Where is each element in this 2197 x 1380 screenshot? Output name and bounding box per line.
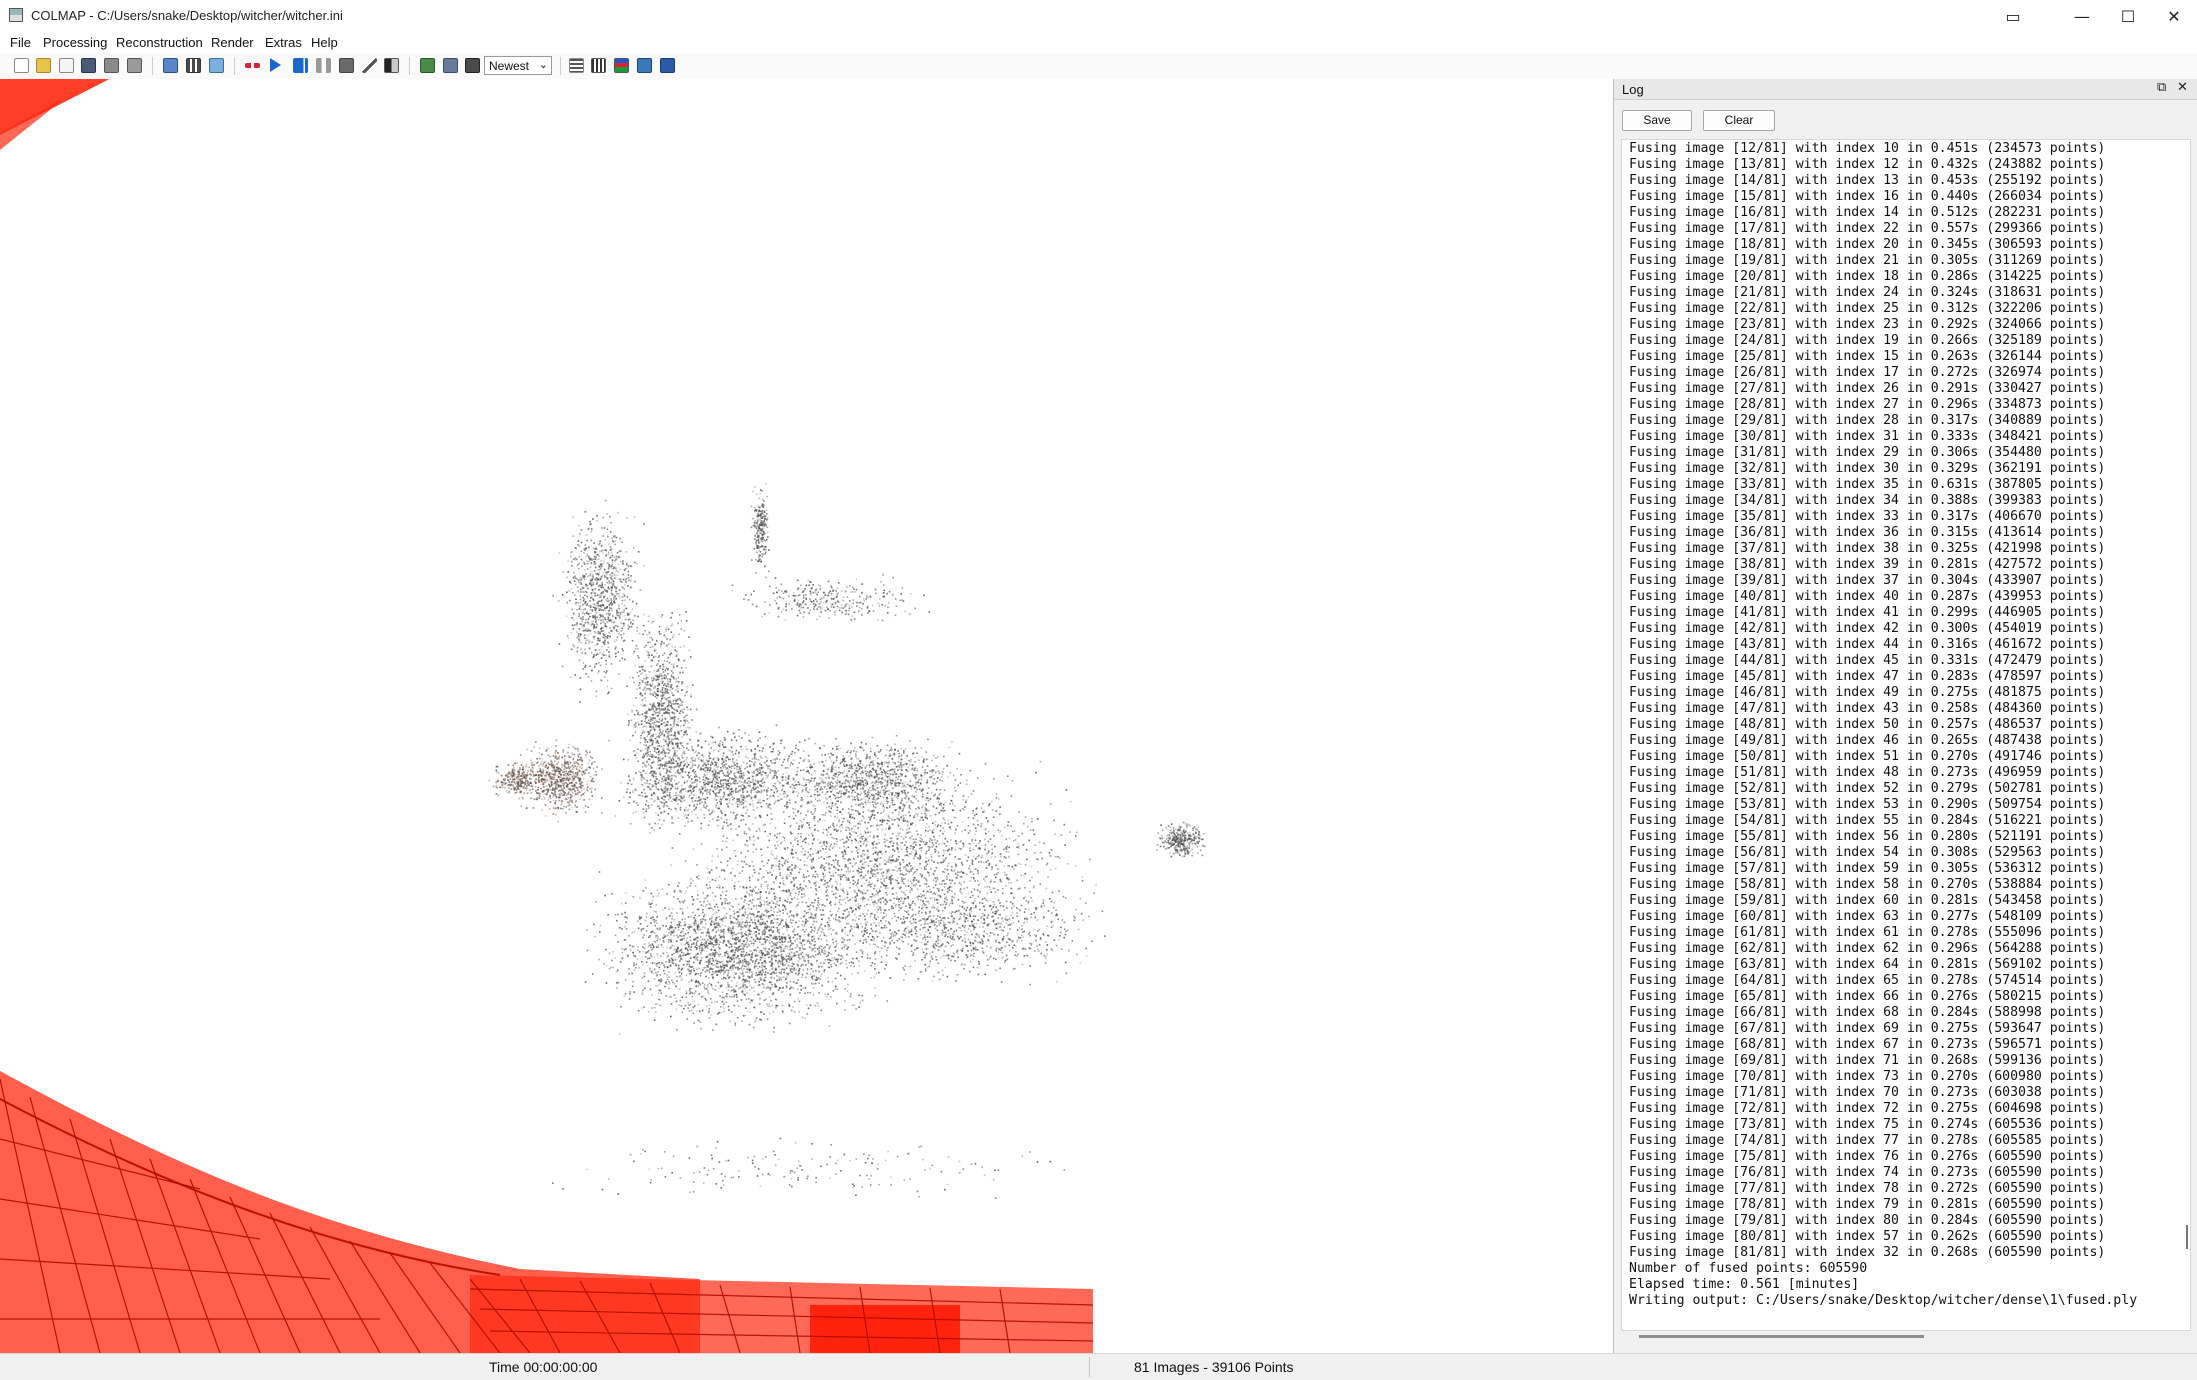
extras-icon[interactable] [660, 58, 675, 73]
toolbar-separator [152, 57, 153, 75]
step-reconstruction-icon[interactable] [293, 58, 308, 73]
undistort-icon[interactable] [637, 58, 652, 73]
pause-reconstruction-icon[interactable] [316, 58, 331, 73]
minimize-button[interactable]: — [2074, 6, 2090, 26]
import-icon[interactable] [104, 58, 119, 73]
close-button[interactable]: ✕ [2167, 6, 2181, 26]
status-time: Time 00:00:00:00 [489, 1359, 598, 1375]
log-text-area[interactable]: Fusing image [12/81] with index 10 in 0.… [1621, 139, 2191, 1331]
grab-image-icon[interactable] [443, 58, 458, 73]
float-panel-icon[interactable]: ⧉ [2157, 80, 2167, 95]
export-icon[interactable] [127, 58, 142, 73]
feature-matching-icon[interactable] [186, 58, 201, 73]
window-title: COLMAP - C:/Users/snake/Desktop/witcher/… [31, 8, 343, 23]
chevron-down-icon: ⌄ [538, 58, 548, 71]
restore-layout-icon[interactable]: ▭ [2005, 6, 2021, 26]
bundle-adjustment-icon[interactable] [339, 58, 354, 73]
dense-reconstruction-icon[interactable] [362, 58, 377, 73]
close-panel-icon[interactable]: ✕ [2177, 80, 2188, 95]
match-matrix-icon[interactable] [591, 58, 606, 73]
reconstruction-stats-icon[interactable] [569, 58, 584, 73]
render-options-icon[interactable] [384, 58, 399, 73]
title-bar: COLMAP - C:/Users/snake/Desktop/witcher/… [0, 0, 2197, 33]
camera-frustum-arc [0, 1071, 1094, 1353]
save-project-icon[interactable] [81, 58, 96, 73]
camera-frustum-top [0, 79, 109, 150]
start-reconstruction-icon[interactable] [270, 58, 281, 72]
log-vertical-scrollbar[interactable] [2186, 1225, 2188, 1249]
maximize-button[interactable]: ☐ [2120, 6, 2136, 26]
log-title: Log [1622, 82, 1644, 97]
edit-project-icon[interactable] [59, 58, 74, 73]
toolbar: Newest ⌄ [0, 53, 2197, 80]
status-bar: Time 00:00:00:00 81 Images - 39106 Point… [0, 1353, 2197, 1380]
model-selector-value: Newest [489, 59, 530, 73]
toolbar-separator [234, 57, 235, 75]
model-viewport[interactable] [0, 79, 1614, 1353]
menu-help[interactable]: Help [311, 35, 338, 50]
model-selector[interactable]: Newest ⌄ [484, 56, 552, 75]
reconstruction-options-icon[interactable] [245, 63, 260, 68]
point-cloud-canvas [0, 79, 1206, 1353]
log-horizontal-scrollbar[interactable] [1639, 1335, 1924, 1338]
menu-extras[interactable]: Extras [265, 35, 302, 50]
toolbar-separator [560, 57, 561, 75]
menu-processing[interactable]: Processing [43, 35, 108, 50]
grab-movie-icon[interactable] [465, 58, 480, 73]
show-log-icon[interactable] [614, 58, 629, 73]
feature-extraction-icon[interactable] [163, 58, 178, 73]
log-lines: Fusing image [12/81] with index 10 in 0.… [1629, 141, 2138, 1308]
new-project-icon[interactable] [14, 58, 29, 73]
log-save-button[interactable]: Save [1622, 110, 1692, 131]
log-clear-button[interactable]: Clear [1703, 110, 1775, 131]
database-management-icon[interactable] [209, 58, 224, 73]
point-cloud [488, 482, 1206, 1199]
toolbar-separator [409, 57, 410, 75]
log-panel: Log ⧉ ✕ Save Clear Fusing image [12/81] … [1614, 79, 2197, 1353]
menu-file[interactable]: File [10, 35, 31, 50]
render-toggle-icon[interactable] [420, 58, 435, 73]
open-project-icon[interactable] [36, 58, 51, 73]
app-icon [9, 8, 23, 22]
menu-reconstruction[interactable]: Reconstruction [116, 35, 203, 50]
status-divider [1089, 1357, 1090, 1377]
log-header: Log ⧉ ✕ [1614, 79, 2197, 100]
menu-render[interactable]: Render [211, 35, 254, 50]
status-summary: 81 Images - 39106 Points [1134, 1359, 1294, 1375]
menu-bar: File Processing Reconstruction Render Ex… [0, 32, 2197, 53]
